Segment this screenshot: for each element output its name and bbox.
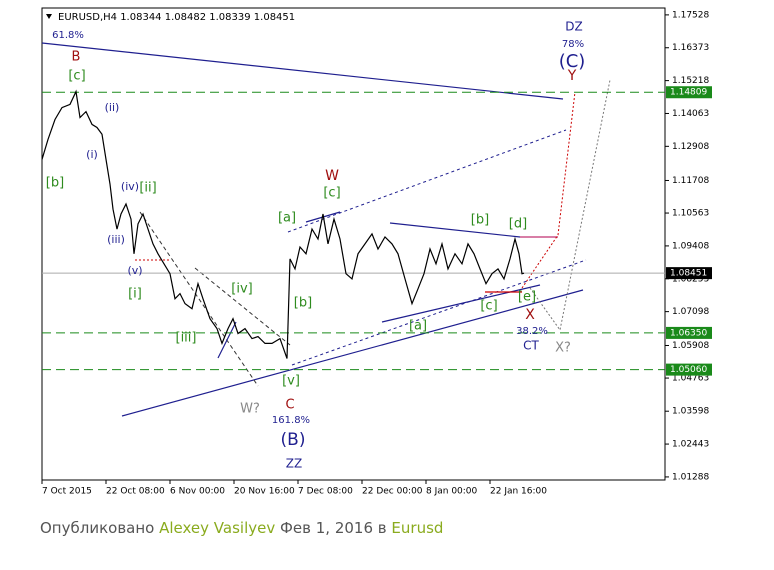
y-tick-label: 1.09408 [672, 241, 709, 251]
wave-label: [c] [323, 186, 340, 201]
price-line [41, 89, 525, 359]
wave-label: (B) [281, 430, 306, 450]
trend-line [217, 321, 237, 359]
wave-label: (C) [559, 51, 586, 72]
y-tick-label: 1.01288 [672, 472, 709, 482]
wave-label: B [72, 50, 81, 65]
wave-label: ZZ [286, 457, 302, 471]
wave-label: W? [240, 402, 260, 417]
level-box [666, 326, 712, 339]
level-label: 1.05060 [670, 365, 707, 375]
x-tick-label: 22 Oct 08:00 [106, 487, 165, 497]
y-tick-label: 1.05908 [672, 341, 709, 351]
y-tick-label: 1.08253 [672, 274, 709, 284]
wave-label: [b] [46, 176, 64, 191]
level-label: 1.14809 [670, 88, 707, 98]
trend-line [381, 284, 541, 323]
wave-label: (ii) [105, 101, 120, 114]
wave-label: [c] [480, 299, 497, 314]
wave-label: Y [567, 68, 577, 84]
wave-label: (iv) [121, 180, 139, 193]
x-tick-label: 7 Oct 2015 [42, 487, 92, 497]
wave-label: [a] [278, 211, 296, 226]
channel-line [139, 211, 259, 387]
level-label: 1.06350 [670, 328, 707, 338]
wave-label: DZ [565, 20, 582, 34]
title-icon [46, 14, 52, 19]
channel-line [291, 259, 587, 366]
x-tick-label: 6 Nov 00:00 [170, 487, 225, 497]
channel-line [194, 267, 291, 346]
y-tick-label: 1.07098 [672, 307, 709, 317]
y-tick-label: 1.02443 [672, 440, 709, 450]
wave-label: W [325, 168, 339, 184]
level-box [666, 363, 712, 376]
footer-prefix: Опубликовано [40, 519, 155, 537]
wave-label: [ii] [139, 181, 156, 196]
y-tick-label: 1.11708 [672, 176, 709, 186]
last-price-box [666, 267, 712, 280]
wave-label: [d] [509, 217, 527, 232]
wave-label: [b] [294, 296, 312, 311]
wave-label: (iii) [107, 233, 125, 246]
wave-label: [e] [518, 290, 536, 305]
drawings [41, 42, 611, 417]
wave-label: [b] [471, 213, 489, 228]
chart: 1.17528 1.16373 1.15218 1.14063 1.12908 1.117… [41, 7, 712, 497]
x-tick-label: 7 Dec 08:00 [298, 487, 353, 497]
wave-label: [v] [282, 374, 300, 389]
plot: 1.17528 1.16373 1.15218 1.14063 1.12908 1.117… [41, 10, 712, 497]
level-box [666, 86, 712, 99]
wave-label: 161.8% [272, 415, 310, 426]
wave-label: (v) [127, 264, 142, 277]
footer-date: Фев 1, 2016 в [280, 519, 387, 537]
trend-line [41, 42, 564, 100]
wave-label: X [525, 307, 535, 323]
footer-author[interactable]: Alexey Vasilyev [159, 519, 276, 537]
trend-line [389, 222, 521, 238]
last-price-label: 1.08451 [670, 269, 707, 279]
channel-line [287, 129, 567, 233]
y-tick-label: 1.03598 [672, 407, 709, 417]
wave-label: [iii] [176, 331, 197, 346]
y-tick-label: 1.15218 [672, 76, 709, 86]
y-tick-label: 1.10563 [672, 209, 709, 219]
plot-frame [41, 7, 666, 481]
wave-label: C [285, 398, 294, 413]
wave-label: 78% [562, 39, 584, 50]
wave-label: (i) [86, 148, 98, 161]
y-tick-label: 1.04763 [672, 374, 709, 384]
x-tick-label: 22 Dec 00:00 [362, 487, 423, 497]
y-tick-label: 1.16373 [672, 43, 709, 53]
wave-label: 61.8% [52, 30, 84, 41]
y-tick-label: 1.12908 [672, 142, 709, 152]
x-tick-label: 22 Jan 16:00 [490, 487, 547, 497]
footer-symbol[interactable]: Eurusd [391, 519, 444, 537]
wave-label: X? [555, 341, 571, 356]
projection [521, 91, 576, 289]
wave-label: [a] [409, 319, 427, 334]
wave-label: [iv] [231, 282, 252, 297]
wave-label: 38.2% [516, 326, 548, 337]
wave-label: CT [523, 339, 539, 353]
wave-label: [c] [68, 69, 85, 84]
projection [529, 79, 611, 332]
x-tick-label: 8 Jan 00:00 [426, 487, 478, 497]
trend-line [121, 289, 584, 417]
footer: Опубликовано Alexey Vasilyev Фев 1, 2016… [40, 519, 443, 537]
y-tick-label: 1.17528 [672, 10, 709, 20]
chart-title: EURUSD,H4 1.08344 1.08482 1.08339 1.0845… [58, 12, 295, 23]
y-tick-label: 1.14063 [672, 109, 709, 119]
x-tick-label: 20 Nov 16:00 [234, 487, 295, 497]
wave-label: [i] [128, 287, 142, 302]
